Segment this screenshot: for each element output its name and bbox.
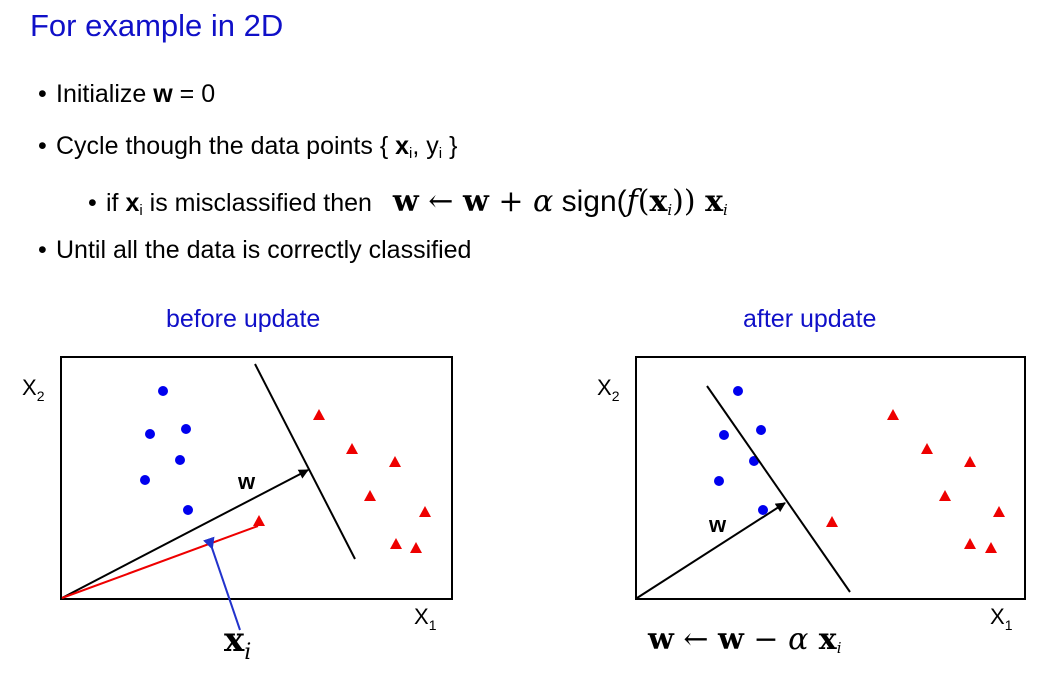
math-paren: ( [637,184,650,219]
subscript-i: i [139,202,143,219]
bullet-marker: • [38,80,47,108]
blue-point [719,430,729,440]
red-point [985,542,997,553]
bold-x: x [395,132,410,160]
red-point [826,516,838,527]
bullet-text: Initialize [56,80,154,108]
math-x: x [808,622,837,657]
w-label: w [237,469,256,494]
bullet-marker: • [38,236,47,264]
bullet-cycle: • Cycle though the data points { xi, yi } [38,132,457,162]
blue-point [183,505,193,515]
blue-point [181,424,191,434]
red-point [993,506,1005,517]
blue-point [145,429,155,439]
blue-point [140,475,150,485]
decision-boundary [254,363,356,560]
math-alpha: α [533,184,554,219]
red-point [390,538,402,549]
math-alpha: α [788,622,809,657]
red-class-points [826,409,1005,553]
math-f: f [626,184,638,219]
blue-point [733,386,743,396]
red-point [419,506,431,517]
bullet-until: • Until all the data is correctly classif… [38,236,471,265]
bullet-text: = 0 [172,80,216,108]
axis-label-x2: X2 [597,375,620,404]
xi-label: xi [224,620,251,665]
decision-boundary [706,385,851,593]
red-point [410,542,422,553]
bullet-initialize: • Initialize w = 0 [38,80,215,109]
bullet-text: is misclassified then [142,189,372,217]
math-minus: − [743,622,789,657]
math-w: w [462,184,489,219]
red-point [346,443,358,454]
blue-point [756,425,766,435]
math-sub-i: i [667,201,673,219]
after-update-panel: X2 X1 w [597,356,1026,633]
bullet-text: if [106,189,126,217]
before-update-panel: X2 X1 w xi [22,356,453,665]
math-x: x [649,184,668,219]
bullet-text: Cycle though the data points { [56,132,396,160]
blue-class-points [714,386,768,515]
red-point [964,538,976,549]
math-w: w [648,622,674,657]
axis-label-x1: X1 [414,604,437,633]
red-point [364,490,376,501]
update-rule-formula: w ← w + α sign(f(xi)) xi [393,184,728,219]
red-point [313,409,325,420]
w-label: w [708,512,727,537]
red-point [389,456,401,467]
red-class-points [253,409,431,553]
math-sub-i: i [836,639,842,657]
blue-point [158,386,168,396]
bullet-marker: • [38,132,47,160]
before-update-caption: before update [166,305,321,333]
red-point [921,443,933,454]
blue-point [758,505,768,515]
bullet-if-misclassified: • if xi is misclassified then w ← w + α s… [88,184,728,219]
math-w: w [392,184,419,219]
slide-title: For example in 2D [30,8,284,43]
misclassified-point [253,515,265,526]
plot-frame [635,356,1026,600]
subscript-i: i [409,145,413,162]
math-w: w [718,622,744,657]
after-update-caption: after update [743,305,877,333]
xi-pointer-arrow [203,536,241,631]
math-paren: )) [672,184,706,219]
bold-w: w [153,80,173,108]
weight-vector-arrow [61,469,309,599]
axis-label-x1: X1 [990,604,1013,633]
red-point [887,409,899,420]
blue-class-points [140,386,193,515]
red-point [964,456,976,467]
axis-label-x2: X2 [22,375,45,404]
math-arrow: ← [418,184,463,219]
math-arrow: ← [673,622,719,657]
subscript-i: i [438,145,443,162]
math-sign: sign( [553,185,627,218]
blue-point [175,455,185,465]
bullet-text: } [442,132,458,160]
after-update-formula: w ← w − α xi [648,622,842,657]
math-plus: + [488,184,533,219]
math-sub-i: i [723,201,728,219]
bold-x: x [125,189,140,217]
bullet-text: , y [412,132,439,160]
xi-vector-line [61,525,259,599]
bullet-text: Until all the data is correctly classifi… [56,236,472,264]
blue-point [714,476,724,486]
weight-vector-arrow [636,502,786,599]
bullet-marker: • [88,189,97,217]
math-x: x [705,184,723,219]
plot-frame [60,356,453,600]
red-point [939,490,951,501]
